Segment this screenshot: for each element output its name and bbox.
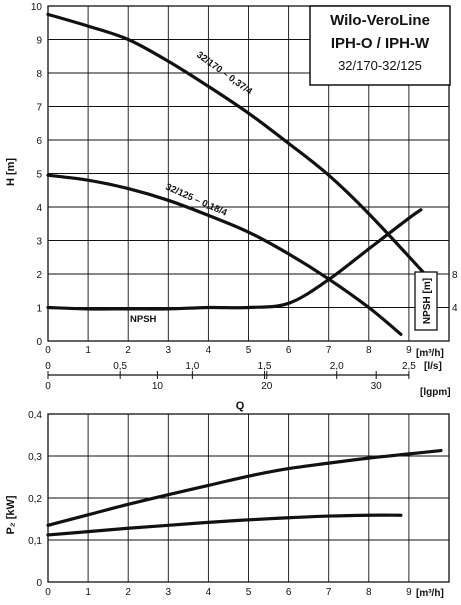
lps-tick-label: 0,5 (113, 361, 127, 372)
top-curve-2 (46, 208, 423, 311)
top-y-tick-label: 5 (36, 170, 42, 181)
bottom-x-tick-label: 8 (366, 587, 372, 598)
top-curve-0 (46, 12, 427, 276)
bottom-x-tick-label: 0 (45, 587, 51, 598)
top-y-tick-label: 2 (36, 270, 42, 281)
top-x-tick-label: 0 (45, 345, 51, 356)
lgpm-tick-label: 20 (261, 381, 273, 392)
top-y-tick-label: 1 (36, 304, 42, 315)
curve-label-npsh: NPSH (130, 314, 157, 325)
bottom-x-tick-label: 9 (406, 587, 412, 598)
top-curve-1 (46, 173, 403, 336)
npsh-axis-label-box (414, 271, 438, 331)
top-y-tick-label: 3 (36, 237, 42, 248)
bottom-y-tick-label: 0 (36, 578, 42, 589)
top-x-tick-label: 9 (406, 345, 412, 356)
bottom-y-axis-label: P₂ [kW] (5, 495, 17, 534)
bottom-x-tick-label: 3 (166, 587, 172, 598)
title-models: IPH-O / IPH-W (331, 35, 430, 52)
top-x-tick-label: 8 (366, 345, 372, 356)
top-y-axis-label: H [m] (5, 158, 17, 186)
title-block (309, 5, 451, 86)
top-x-tick-label: 6 (286, 345, 292, 356)
npsh-tick-8: 8 (452, 270, 458, 281)
lgpm-tick-label: 30 (371, 381, 383, 392)
top-x-tick-label: 7 (326, 345, 332, 356)
top-y-tick-label: 7 (36, 103, 42, 114)
curve-label-32-170: 32/170 – 0,37/4 (194, 50, 254, 98)
bottom-curve-0 (46, 448, 443, 527)
lps-unit: [l/s] (424, 361, 442, 372)
top-x-axis-label: Q (236, 400, 245, 412)
bottom-y-tick-label: 0,3 (28, 452, 42, 463)
top-y-tick-label: 10 (31, 2, 43, 13)
bottom-x-tick-label: 4 (206, 587, 212, 598)
lps-tick-label: 1,0 (185, 361, 199, 372)
top-x-tick-label: 5 (246, 345, 252, 356)
bottom-y-tick-label: 0,2 (28, 494, 42, 505)
curve-label-32-125: 32/125 – 0,18/4 (164, 182, 229, 219)
top-x-tick-label: 3 (166, 345, 172, 356)
lps-tick-label: 1,5 (258, 361, 272, 372)
top-y-tick-label: 8 (36, 69, 42, 80)
lps-tick-label: 0 (45, 361, 51, 372)
lps-tick-label: 2,5 (402, 361, 416, 372)
lgpm-tick-label: 0 (45, 381, 51, 392)
npsh-axis-label: NPSH [m] (422, 278, 433, 324)
lgpm-unit: [lgpm] (420, 387, 451, 398)
lps-tick-label: 2,0 (330, 361, 344, 372)
bottom-x-tick-label: 1 (85, 587, 91, 598)
lgpm-tick-label: 10 (152, 381, 164, 392)
top-y-tick-label: 6 (36, 136, 42, 147)
top-x-tick-label: 1 (85, 345, 91, 356)
bottom-x-unit: [m³/h] (416, 588, 444, 599)
bottom-x-tick-label: 2 (125, 587, 131, 598)
bottom-x-tick-label: 7 (326, 587, 332, 598)
title-sizes: 32/170-32/125 (338, 58, 422, 73)
top-y-tick-label: 0 (36, 337, 42, 348)
bottom-y-tick-label: 0,4 (28, 410, 42, 421)
bottom-x-tick-label: 5 (246, 587, 252, 598)
bottom-x-tick-label: 6 (286, 587, 292, 598)
top-x-tick-label: 2 (125, 345, 131, 356)
bottom-y-tick-label: 0,1 (28, 536, 42, 547)
top-y-tick-label: 4 (36, 203, 42, 214)
bottom-curve-1 (46, 513, 403, 537)
top-x-unit: [m³/h] (416, 348, 444, 359)
top-x-tick-label: 4 (206, 345, 212, 356)
npsh-tick-4: 4 (452, 303, 458, 314)
top-y-tick-label: 9 (36, 36, 42, 47)
title-brand: Wilo-VeroLine (330, 12, 430, 29)
